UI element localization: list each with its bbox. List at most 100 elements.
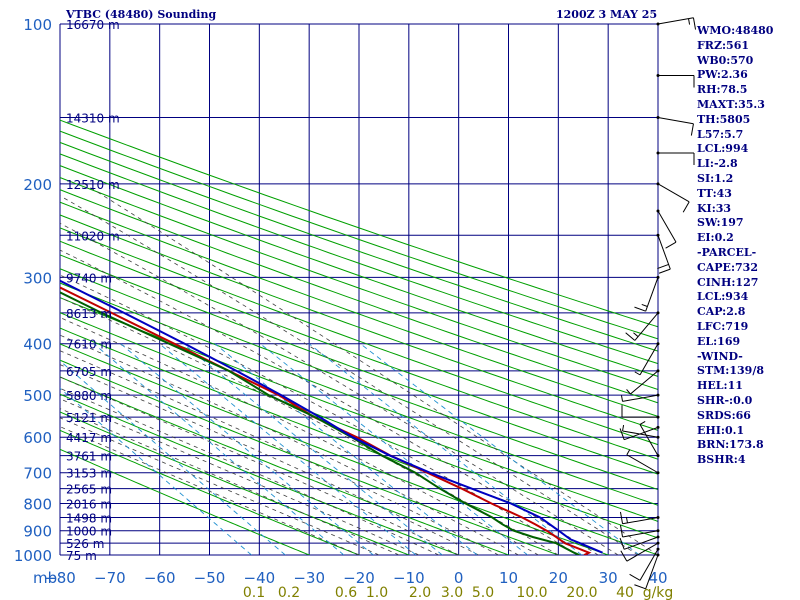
mixing-ratio-label: 2.0 <box>409 585 431 600</box>
mixing-ratio-line <box>60 360 286 555</box>
mixing-ratio-line <box>260 343 528 555</box>
index-item: -PARCEL- <box>697 245 757 259</box>
dry-adiabat <box>60 297 658 522</box>
index-item: RH:78.5 <box>697 83 748 97</box>
dry-adiabat <box>60 254 658 475</box>
mixing-ratio-line <box>93 343 345 555</box>
index-item: BSHR:4 <box>697 453 746 467</box>
dry-adiabat <box>60 393 461 555</box>
temperature-tick-label: −30 <box>293 569 325 587</box>
dry-adiabat <box>60 189 658 404</box>
height-label: 5880 m <box>66 389 112 403</box>
pressure-label: 900 <box>23 523 52 541</box>
index-item: LFC:719 <box>697 319 749 333</box>
dry-adiabat <box>60 240 658 460</box>
wind-barb <box>656 209 677 249</box>
mixing-ratio-line <box>183 343 443 555</box>
index-item: SRDS:66 <box>697 408 751 422</box>
station-title: VTBC (48480) Sounding <box>66 8 217 21</box>
index-item: KI:33 <box>697 201 732 215</box>
index-item: CINH:127 <box>697 275 759 289</box>
mixing-ratio-label: g/kg <box>643 585 674 600</box>
wind-barb <box>656 233 671 274</box>
dry-adiabat <box>60 153 658 365</box>
moist-adiabat <box>60 387 439 555</box>
dry-adiabat <box>60 130 658 340</box>
dry-adiabat <box>60 411 411 555</box>
dry-adiabat <box>60 201 658 417</box>
moist-adiabat <box>60 274 579 555</box>
pressure-label: 700 <box>23 465 52 483</box>
wind-barb <box>656 151 695 166</box>
mixing-ratio-label: 3.0 <box>441 585 463 600</box>
wind-barb <box>619 525 660 538</box>
temperature-tick-label: −10 <box>393 569 425 587</box>
dry-adiabat <box>60 214 658 431</box>
pressure-unit-label: mb <box>33 569 57 587</box>
dry-adiabat <box>60 176 658 391</box>
moist-adiabat <box>60 350 499 555</box>
mixing-ratio-label: 1.0 <box>366 585 388 600</box>
dry-adiabat <box>60 376 510 555</box>
height-label: 4417 m <box>66 431 112 445</box>
mixing-ratio-label: 0.1 <box>243 585 265 600</box>
wind-barb <box>619 535 660 550</box>
moist-adiabat <box>60 426 360 555</box>
stability-indices-list: WMO:48480 FRZ:561 WB0:570 PW:2.36 RH:78.5 MAX… <box>697 24 773 468</box>
height-label: 1000 m <box>66 525 112 539</box>
mixing-ratio-line <box>308 343 583 555</box>
pressure-label: 300 <box>23 269 52 287</box>
moist-adiabat <box>60 317 539 555</box>
wind-barb <box>634 275 660 312</box>
temperature-tick-label: 40 <box>648 569 667 587</box>
index-item: BRN:173.8 <box>697 438 764 452</box>
dry-adiabat <box>60 119 658 328</box>
index-item: MAXT:35.3 <box>697 97 765 111</box>
temperature-tick-label: 20 <box>549 569 568 587</box>
wind-barb <box>656 17 697 30</box>
pressure-label: 1000 <box>14 547 52 565</box>
pressure-label: 500 <box>23 387 52 405</box>
index-item: TH:5805 <box>697 112 751 126</box>
observation-time: 1200Z 3 MAY 25 <box>556 8 658 21</box>
mixing-ratio-line <box>159 343 417 555</box>
index-item: STM:139/8 <box>697 364 764 378</box>
dry-adiabat <box>60 448 311 555</box>
dry-adiabat <box>60 359 560 555</box>
wind-barb <box>625 311 660 341</box>
dry-adiabat <box>60 141 658 352</box>
wind-barb <box>620 541 660 562</box>
index-item: LCL:994 <box>697 142 749 156</box>
height-label: 6705 m <box>66 365 112 379</box>
temperature-tick-label: −60 <box>144 569 176 587</box>
wind-barb <box>634 342 660 376</box>
parcel-line <box>60 279 603 554</box>
dry-adiabat <box>60 429 361 555</box>
height-label: 12510 m <box>66 178 120 192</box>
wind-barb <box>626 369 660 395</box>
height-label: 14310 m <box>66 112 120 126</box>
dry-adiabat <box>60 165 658 377</box>
height-label: 5121 m <box>66 411 112 425</box>
wind-barbs <box>619 17 697 590</box>
index-item: EI:0.2 <box>697 231 734 245</box>
index-item: CAPE:732 <box>697 260 758 274</box>
index-item: LCL:934 <box>697 290 749 304</box>
height-label: 2016 m <box>66 498 112 512</box>
index-item: SI:1.2 <box>697 171 734 185</box>
mixing-ratio-line <box>60 387 252 555</box>
height-label: 75 m <box>66 549 97 563</box>
index-item: LI:-2.8 <box>697 157 738 171</box>
temperature-tick-label: −20 <box>343 569 375 587</box>
dry-adiabat <box>60 327 658 555</box>
height-label: 2565 m <box>66 483 112 497</box>
index-item: CAP:2.8 <box>697 305 746 319</box>
height-label: 3153 m <box>66 467 112 481</box>
index-item: TT:43 <box>697 186 732 200</box>
index-item: HEL:11 <box>697 379 743 393</box>
pressure-label: 600 <box>23 429 52 447</box>
index-item: WB0:570 <box>697 53 754 67</box>
wind-barb <box>621 405 660 419</box>
index-item: PW:2.36 <box>697 68 748 82</box>
